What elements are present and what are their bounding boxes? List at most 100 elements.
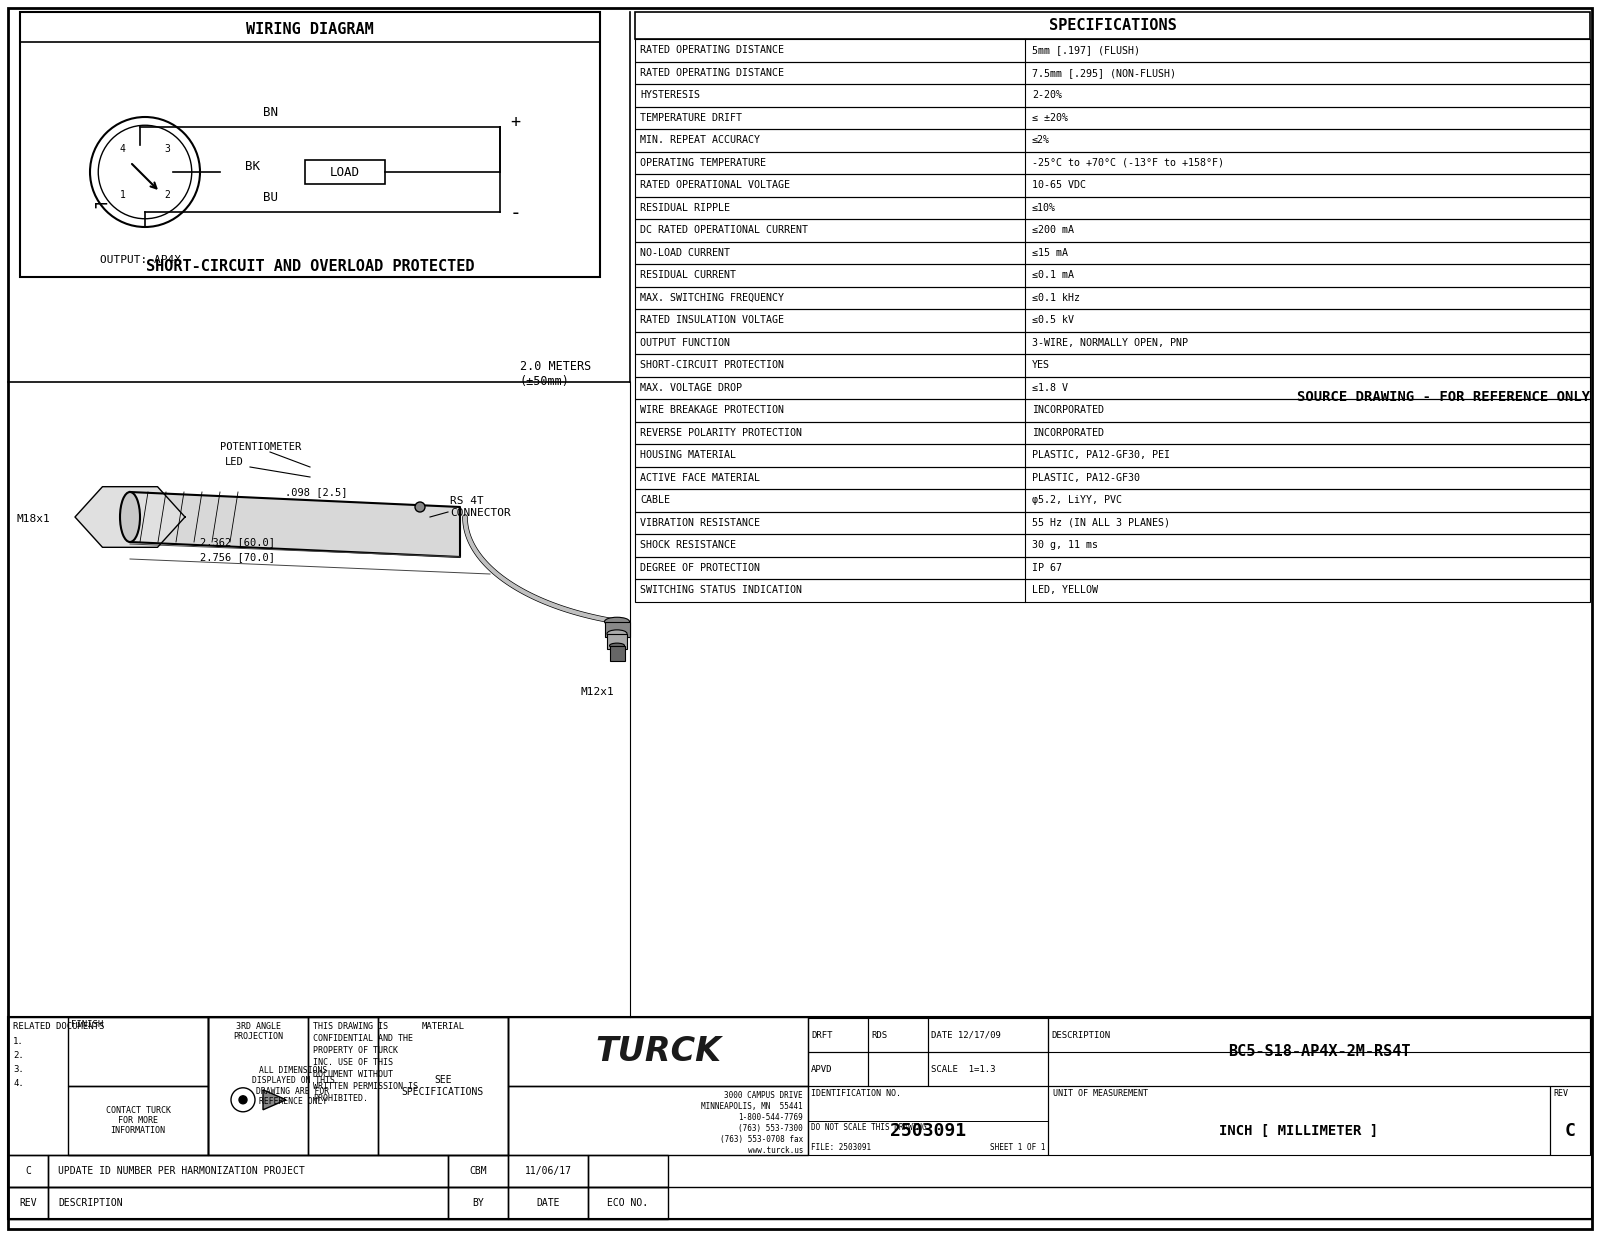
Bar	[589, 1188, 669, 1218]
Text: PLASTIC, PA12-GF30, PEI: PLASTIC, PA12-GF30, PEI	[1032, 450, 1170, 460]
Bar	[867, 1051, 928, 1086]
Text: SPECIFICATIONS: SPECIFICATIONS	[1048, 19, 1176, 33]
Text: 4: 4	[120, 145, 125, 155]
Text: BK: BK	[245, 161, 259, 173]
Ellipse shape	[120, 492, 141, 542]
Bar	[1048, 1086, 1550, 1155]
Text: 3-WIRE, NORMALLY OPEN, PNP: 3-WIRE, NORMALLY OPEN, PNP	[1032, 338, 1187, 348]
Text: RS 4T
CONNECTOR: RS 4T CONNECTOR	[450, 496, 510, 518]
Bar	[635, 40, 1590, 62]
Bar	[589, 1155, 669, 1188]
Text: (±50mm): (±50mm)	[520, 376, 570, 388]
Bar	[448, 1155, 509, 1188]
Text: CABLE: CABLE	[640, 495, 670, 505]
Circle shape	[238, 1096, 246, 1103]
Bar	[635, 12, 1590, 40]
Text: CONFIDENTIAL AND THE: CONFIDENTIAL AND THE	[314, 1034, 413, 1043]
Text: 4.: 4.	[13, 1079, 24, 1089]
Bar	[808, 1051, 867, 1086]
Bar	[867, 1018, 928, 1051]
Bar	[605, 622, 629, 637]
Text: DESCRIPTION: DESCRIPTION	[1051, 1030, 1110, 1039]
Text: φ5.2, LiYY, PVC: φ5.2, LiYY, PVC	[1032, 495, 1122, 505]
Text: MAX. SWITCHING FREQUENCY: MAX. SWITCHING FREQUENCY	[640, 293, 784, 303]
Text: REV: REV	[1554, 1089, 1568, 1098]
Text: ≤1.8 V: ≤1.8 V	[1032, 382, 1069, 393]
Bar	[635, 579, 1590, 601]
Text: 2.: 2.	[13, 1051, 24, 1060]
Text: BC5-S18-AP4X-2M-RS4T: BC5-S18-AP4X-2M-RS4T	[1227, 1044, 1410, 1059]
Text: M18x1: M18x1	[16, 515, 50, 524]
Text: FILE: 2503091: FILE: 2503091	[811, 1143, 870, 1152]
Text: SHORT-CIRCUIT AND OVERLOAD PROTECTED: SHORT-CIRCUIT AND OVERLOAD PROTECTED	[146, 259, 474, 275]
Bar	[448, 1188, 509, 1218]
Bar	[635, 309, 1590, 332]
Text: DESCRIPTION: DESCRIPTION	[58, 1197, 123, 1209]
Polygon shape	[262, 1090, 286, 1110]
Text: THIS DRAWING IS: THIS DRAWING IS	[314, 1022, 387, 1030]
Text: 5mm [.197] (FLUSH): 5mm [.197] (FLUSH)	[1032, 46, 1139, 56]
Text: DOCUMENT WITHOUT: DOCUMENT WITHOUT	[314, 1070, 394, 1079]
Text: (763) 553-7300: (763) 553-7300	[738, 1124, 803, 1133]
Bar	[610, 646, 624, 661]
Bar	[1048, 1018, 1590, 1051]
Bar	[635, 444, 1590, 466]
Text: RATED OPERATING DISTANCE: RATED OPERATING DISTANCE	[640, 68, 784, 78]
Text: 1: 1	[120, 189, 125, 199]
Polygon shape	[75, 486, 186, 547]
Bar	[8, 1188, 48, 1218]
Text: -: -	[510, 204, 522, 224]
Bar	[19, 12, 600, 277]
Text: 2.756 [70.0]: 2.756 [70.0]	[200, 552, 275, 562]
Text: SEE
SPECIFICATIONS: SEE SPECIFICATIONS	[402, 1075, 485, 1097]
Text: 3.: 3.	[13, 1065, 24, 1074]
Text: RDS: RDS	[870, 1030, 886, 1039]
Text: RELATED DOCUMENTS: RELATED DOCUMENTS	[13, 1022, 104, 1030]
Text: 2503091: 2503091	[890, 1122, 966, 1139]
Text: RATED OPERATIONAL VOLTAGE: RATED OPERATIONAL VOLTAGE	[640, 181, 790, 190]
Text: CBM: CBM	[469, 1166, 486, 1176]
Text: PROHIBITED.: PROHIBITED.	[314, 1094, 368, 1103]
Bar	[635, 151, 1590, 174]
Text: FINISH: FINISH	[70, 1021, 104, 1029]
Text: TEMPERATURE DRIFT: TEMPERATURE DRIFT	[640, 113, 742, 122]
Text: ACTIVE FACE MATERIAL: ACTIVE FACE MATERIAL	[640, 473, 760, 482]
Bar	[635, 557, 1590, 579]
Bar	[635, 129, 1590, 151]
Text: (763) 553-0708 fax: (763) 553-0708 fax	[720, 1136, 803, 1144]
Text: 3: 3	[165, 145, 171, 155]
Bar	[8, 1188, 1592, 1218]
Bar	[635, 422, 1590, 444]
Text: SHORT-CIRCUIT PROTECTION: SHORT-CIRCUIT PROTECTION	[640, 360, 784, 370]
Text: 7.5mm [.295] (NON-FLUSH): 7.5mm [.295] (NON-FLUSH)	[1032, 68, 1176, 78]
Text: 55 Hz (IN ALL 3 PLANES): 55 Hz (IN ALL 3 PLANES)	[1032, 518, 1170, 528]
Text: INCH [ MILLIMETER ]: INCH [ MILLIMETER ]	[1219, 1124, 1379, 1138]
Bar	[307, 1017, 509, 1155]
Bar	[1550, 1086, 1590, 1155]
Bar	[48, 1188, 448, 1218]
Text: ECO NO.: ECO NO.	[608, 1197, 648, 1209]
Text: .098 [2.5]: .098 [2.5]	[285, 487, 347, 497]
Text: HYSTERESIS: HYSTERESIS	[640, 90, 701, 100]
Bar	[635, 263, 1590, 287]
Bar	[635, 512, 1590, 534]
Text: ≤2%: ≤2%	[1032, 135, 1050, 145]
Bar	[635, 197, 1590, 219]
Text: 3RD ANGLE: 3RD ANGLE	[235, 1022, 280, 1030]
Text: TURCK: TURCK	[595, 1035, 722, 1068]
Text: 2.0 METERS: 2.0 METERS	[520, 360, 592, 374]
Text: SCALE  1=1.3: SCALE 1=1.3	[931, 1065, 995, 1074]
Text: BN: BN	[262, 106, 277, 119]
Text: OPERATING TEMPERATURE: OPERATING TEMPERATURE	[640, 158, 766, 168]
Text: CONTACT TURCK
FOR MORE
INFORMATION: CONTACT TURCK FOR MORE INFORMATION	[106, 1106, 171, 1136]
Text: REV: REV	[19, 1197, 37, 1209]
Text: INC. USE OF THIS: INC. USE OF THIS	[314, 1058, 394, 1068]
Bar	[378, 1017, 509, 1155]
Text: APVD: APVD	[811, 1065, 832, 1074]
Bar	[67, 1017, 208, 1086]
Bar	[635, 84, 1590, 106]
Text: DC RATED OPERATIONAL CURRENT: DC RATED OPERATIONAL CURRENT	[640, 225, 808, 235]
Text: SOURCE DRAWING - FOR REFERENCE ONLY: SOURCE DRAWING - FOR REFERENCE ONLY	[1298, 390, 1590, 404]
Text: WIRE BREAKAGE PROTECTION: WIRE BREAKAGE PROTECTION	[640, 406, 784, 416]
Text: ≤10%: ≤10%	[1032, 203, 1056, 213]
